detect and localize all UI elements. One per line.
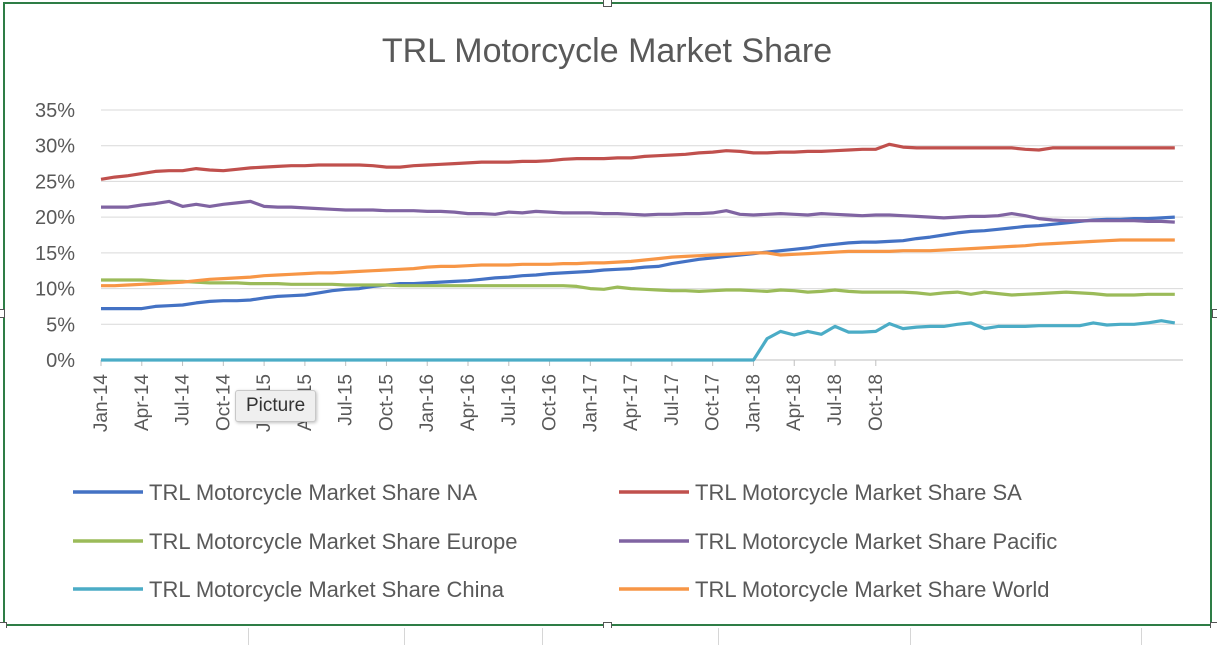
column-divider bbox=[718, 628, 719, 645]
x-tick-label: Jan-16 bbox=[417, 374, 438, 432]
x-axis-tick-labels: Jan-14Apr-14Jul-14Oct-14Jan-15Apr-15Jul-… bbox=[91, 374, 887, 433]
legend-label: TRL Motorcycle Market Share SA bbox=[695, 480, 1022, 505]
x-tick-label: Oct-14 bbox=[213, 374, 234, 431]
column-divider bbox=[1141, 628, 1142, 645]
x-tick-label: Oct-16 bbox=[540, 374, 561, 431]
column-divider bbox=[404, 628, 405, 645]
x-tick-label: Jul-15 bbox=[336, 374, 357, 426]
tooltip-picture: Picture bbox=[235, 390, 317, 422]
x-tick-label: Oct-15 bbox=[376, 374, 397, 431]
x-tick-label: Jul-17 bbox=[662, 374, 683, 426]
y-tick-label: 30% bbox=[35, 136, 75, 158]
y-tick-label: 35% bbox=[35, 100, 75, 122]
y-tick-label: 25% bbox=[35, 171, 75, 193]
chart-title: TRL Motorcycle Market Share bbox=[382, 32, 832, 70]
legend-label: TRL Motorcycle Market Share Europe bbox=[149, 529, 517, 554]
legend[interactable]: TRL Motorcycle Market Share NA TRL Motorc… bbox=[73, 480, 1057, 602]
series-line-3 bbox=[101, 278, 1175, 297]
x-tick-label: Jul-14 bbox=[173, 374, 194, 426]
series-line-6 bbox=[101, 238, 1175, 288]
x-tick-label: Jan-14 bbox=[91, 374, 112, 433]
series-line-1 bbox=[101, 215, 1175, 311]
legend-label: TRL Motorcycle Market Share Pacific bbox=[695, 529, 1057, 554]
x-tick-label: Oct-17 bbox=[703, 374, 724, 431]
x-tick-label: Jul-16 bbox=[499, 374, 520, 426]
series-line-5 bbox=[101, 319, 1176, 362]
column-divider bbox=[542, 628, 543, 645]
x-tick-label: Apr-16 bbox=[458, 374, 479, 431]
column-divider bbox=[910, 628, 911, 645]
resize-handle-top-center[interactable] bbox=[603, 0, 612, 7]
column-divider bbox=[248, 628, 249, 645]
y-tick-label: 15% bbox=[35, 243, 75, 265]
series-line-4 bbox=[101, 199, 1175, 224]
series-lines bbox=[100, 142, 1176, 362]
y-tick-label: 10% bbox=[35, 279, 75, 301]
resize-handle-middle-right[interactable] bbox=[1212, 309, 1217, 318]
resize-handle-middle-left[interactable] bbox=[0, 309, 5, 318]
x-tick-label: Apr-17 bbox=[621, 374, 642, 431]
line-chart: TRL Motorcycle Market Share 0% 5% 10% 15% 20… bbox=[35, 32, 1183, 602]
y-axis-tick-labels: 0% 5% 10% 15% 20% 25% 30% 35% bbox=[35, 100, 75, 372]
x-tick-label: Jul-18 bbox=[825, 374, 846, 426]
series-line-2 bbox=[100, 142, 1175, 181]
chart-object[interactable]: TRL Motorcycle Market Share 0% 5% 10% 15% 20… bbox=[3, 2, 1212, 626]
y-tick-label: 20% bbox=[35, 207, 75, 229]
x-tick-label: Apr-18 bbox=[784, 374, 805, 431]
x-tick-label: Jan-17 bbox=[580, 374, 601, 432]
y-tick-label: 0% bbox=[46, 350, 75, 372]
legend-label: TRL Motorcycle Market Share World bbox=[695, 577, 1050, 602]
x-tick-label: Apr-14 bbox=[132, 374, 153, 431]
legend-label: TRL Motorcycle Market Share NA bbox=[149, 480, 477, 505]
x-tick-label: Jan-18 bbox=[743, 374, 764, 432]
worksheet-cells[interactable] bbox=[0, 628, 1217, 645]
legend-label: TRL Motorcycle Market Share China bbox=[149, 577, 505, 602]
gridlines bbox=[100, 109, 1183, 366]
y-tick-label: 5% bbox=[46, 314, 75, 336]
x-tick-label: Oct-18 bbox=[866, 374, 887, 431]
